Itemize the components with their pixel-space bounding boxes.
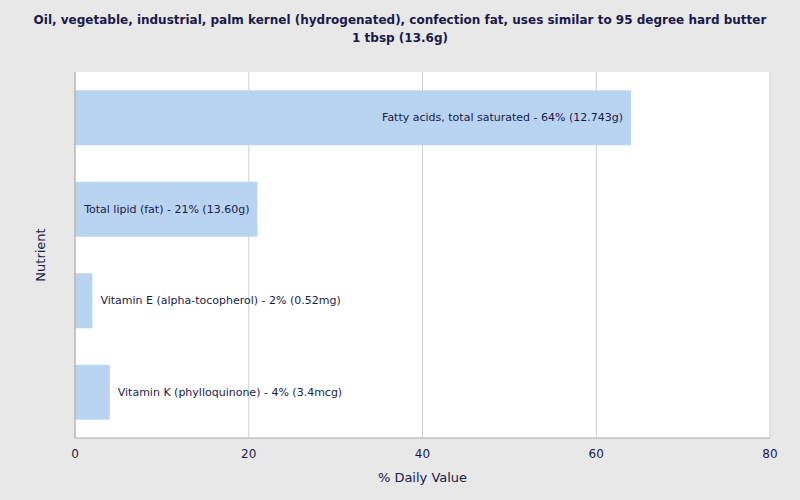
x-tick-label: 40 — [415, 447, 430, 461]
x-tick-label: 80 — [762, 447, 777, 461]
grid-line — [770, 72, 771, 438]
bar-label: Vitamin K (phylloquinone) - 4% (3.4mcg) — [118, 386, 342, 399]
y-axis-line — [75, 72, 76, 438]
bar — [75, 90, 631, 145]
title: Oil, vegetable, industrial, palm kernel … — [34, 13, 767, 45]
bar — [75, 365, 110, 420]
grid — [75, 72, 770, 438]
grid-line — [75, 72, 76, 438]
y-axis-title: Nutrient — [33, 228, 48, 281]
title-line: 1 tbsp (13.6g) — [352, 31, 448, 45]
bar — [75, 182, 257, 237]
x-tick-label: 20 — [241, 447, 256, 461]
bar-label: Total lipid (fat) - 21% (13.60g) — [83, 203, 249, 216]
background — [0, 0, 800, 500]
bar-label: Fatty acids, total saturated - 64% (12.7… — [382, 111, 623, 124]
bar-labels: Fatty acids, total saturated - 64% (12.7… — [83, 111, 623, 399]
x-axis-title: % Daily Value — [378, 470, 467, 485]
bars — [75, 90, 631, 419]
bar — [75, 273, 92, 328]
bar-label: Vitamin E (alpha-tocopherol) - 2% (0.52m… — [100, 294, 340, 307]
x-tick-label: 60 — [589, 447, 604, 461]
x-tick-label: 0 — [71, 447, 79, 461]
x-ticks: 0 20 40 60 80 — [71, 447, 777, 461]
plot-area — [75, 72, 770, 438]
chart: 0 20 40 60 80 Fatty acids, total saturated - … — [0, 0, 800, 500]
title-line: Oil, vegetable, industrial, palm kernel … — [34, 13, 767, 27]
x-axis-line — [75, 438, 770, 439]
